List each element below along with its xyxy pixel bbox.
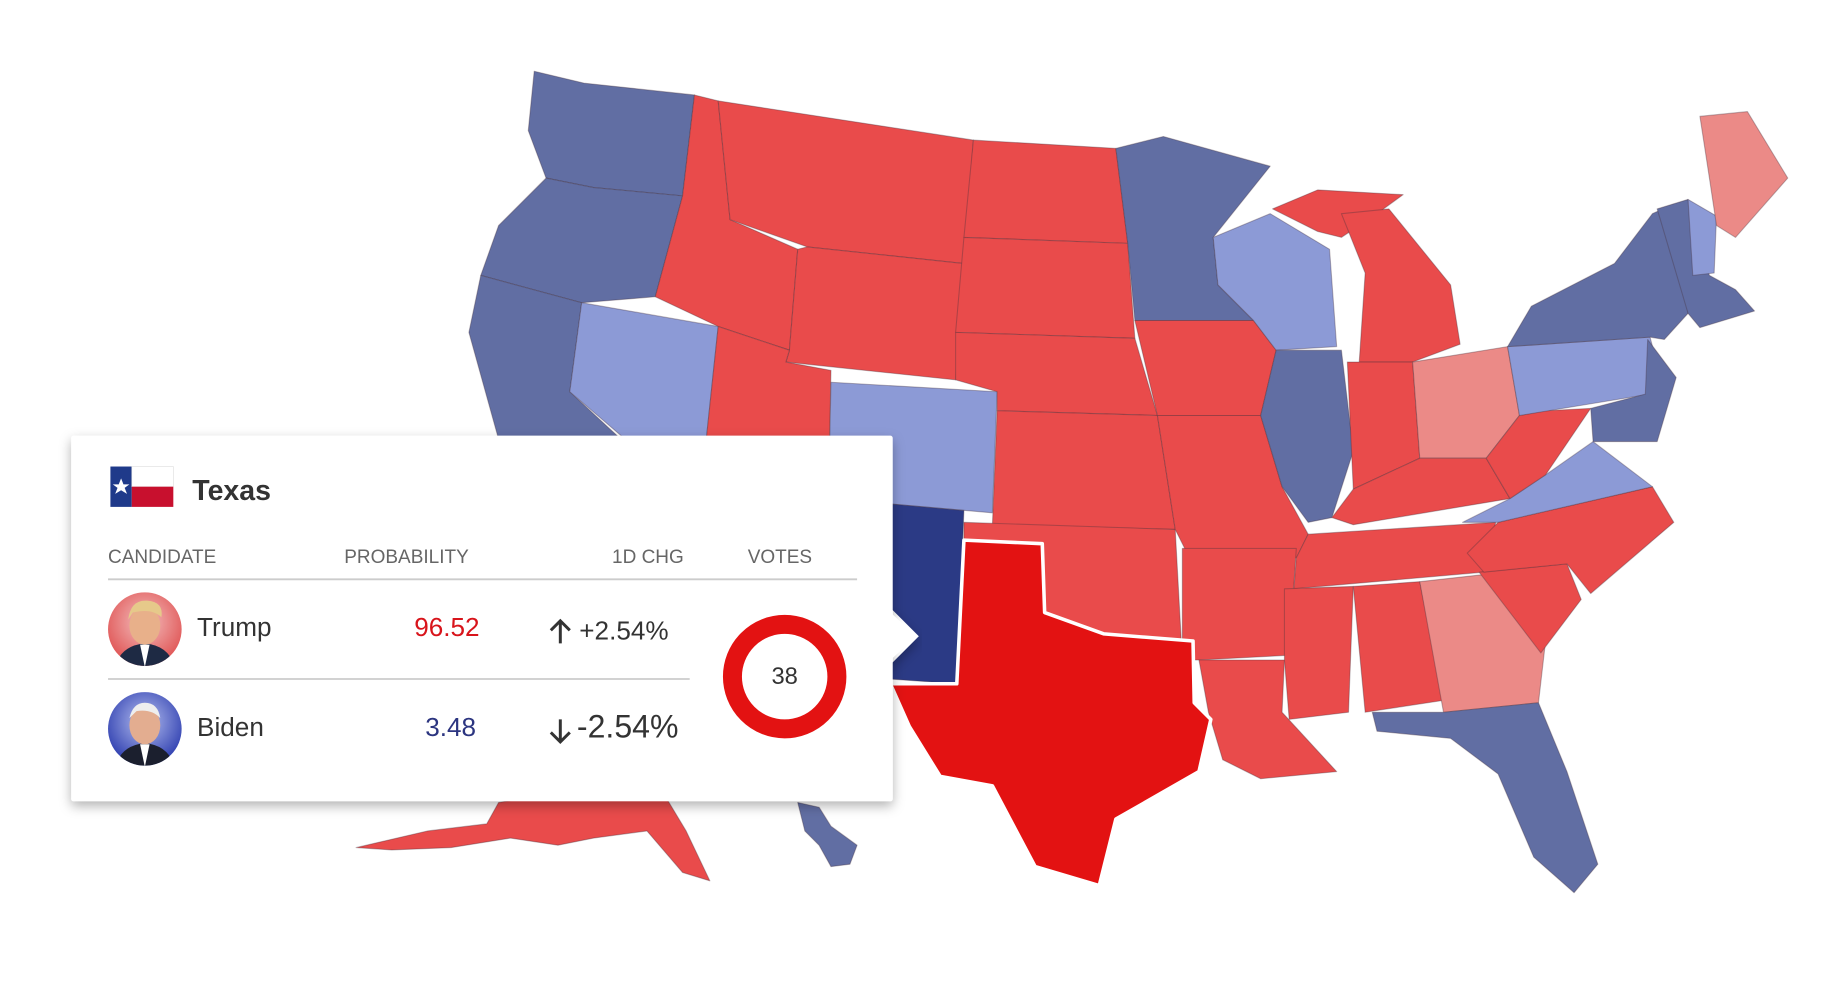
state-oregon[interactable]	[480, 177, 684, 304]
state-new-york[interactable]	[1507, 203, 1689, 348]
daily-change: -2.54%	[577, 708, 679, 744]
tooltip-pointer-fill	[887, 610, 917, 663]
state-iowa[interactable]	[1134, 319, 1277, 417]
state-washington[interactable]	[527, 70, 695, 197]
state-mississippi[interactable]	[1283, 585, 1354, 720]
column-header: PROBABILITY	[344, 547, 469, 568]
state-wyoming[interactable]	[785, 246, 965, 381]
arrow-up-icon	[549, 618, 571, 644]
votes-ring	[722, 614, 847, 739]
candidate-probability: 96.52	[414, 612, 479, 642]
state-florida[interactable]	[1371, 702, 1599, 894]
state-arkansas[interactable]	[1181, 547, 1297, 661]
state-maine[interactable]	[1699, 111, 1789, 238]
state-hawaii[interactable]	[797, 801, 858, 868]
tooltip-card	[71, 435, 893, 802]
state-tooltip: Texas CANDIDATE PROBABILITY 1D CHG VOTES…	[71, 435, 919, 802]
column-header: VOTES	[748, 547, 812, 568]
column-header: 1D CHG	[612, 547, 684, 568]
state-north-dakota[interactable]	[963, 139, 1129, 244]
candidate-name: Biden	[197, 712, 264, 742]
avatar-biden	[108, 692, 182, 766]
state-south-dakota[interactable]	[955, 236, 1136, 339]
electoral-votes: 38	[771, 664, 797, 690]
state-texas[interactable]	[888, 538, 1213, 888]
flag-texas	[110, 466, 174, 507]
arrow-down-icon	[549, 719, 571, 745]
candidate-probability: 3.48	[425, 712, 476, 742]
candidate-name: Trump	[197, 612, 271, 642]
state-wisconsin[interactable]	[1212, 213, 1338, 351]
daily-change: +2.54%	[579, 616, 668, 646]
state-alaska[interactable]	[355, 792, 711, 882]
state-kansas[interactable]	[991, 410, 1176, 530]
us-map	[355, 70, 1789, 894]
state-name: Texas	[192, 475, 271, 507]
state-illinois[interactable]	[1260, 349, 1354, 523]
state-michigan[interactable]	[1340, 208, 1461, 363]
state-new-hampshire[interactable]	[1687, 198, 1718, 276]
column-header: CANDIDATE	[108, 547, 216, 568]
state-mid-atlantic[interactable]	[1590, 338, 1677, 443]
